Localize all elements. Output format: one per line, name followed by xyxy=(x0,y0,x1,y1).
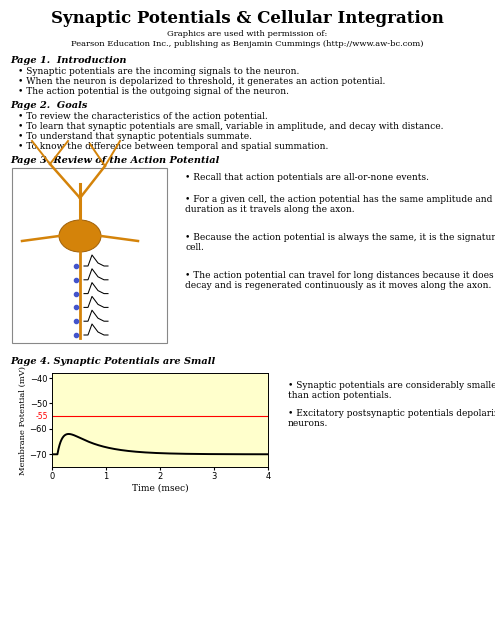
Text: • Excitatory postsynaptic potentials depolarize
neurons.: • Excitatory postsynaptic potentials dep… xyxy=(288,409,495,428)
Text: • To review the characteristics of the action potential.: • To review the characteristics of the a… xyxy=(18,112,268,121)
Text: • The action potential can travel for long distances because it does not
decay a: • The action potential can travel for lo… xyxy=(185,271,495,291)
X-axis label: Time (msec): Time (msec) xyxy=(132,484,188,493)
Bar xyxy=(12,168,167,343)
Text: • Synaptic potentials are the incoming signals to the neuron.: • Synaptic potentials are the incoming s… xyxy=(18,67,299,76)
Text: • To know the difference between temporal and spatial summation.: • To know the difference between tempora… xyxy=(18,142,328,151)
Text: • Recall that action potentials are all-or-none events.: • Recall that action potentials are all-… xyxy=(185,173,429,182)
Text: Page 4. Synaptic Potentials are Small: Page 4. Synaptic Potentials are Small xyxy=(10,357,215,366)
Text: Page 2.  Goals: Page 2. Goals xyxy=(10,101,88,110)
Text: Page 3. Review of the Action Potential: Page 3. Review of the Action Potential xyxy=(10,156,219,165)
Y-axis label: Membrane Potential (mV): Membrane Potential (mV) xyxy=(19,365,27,474)
Text: Pearson Education Inc., publishing as Benjamin Cummings (http://www.aw-bc.com): Pearson Education Inc., publishing as Be… xyxy=(71,40,423,48)
Ellipse shape xyxy=(59,220,101,252)
Text: • To understand that synaptic potentials summate.: • To understand that synaptic potentials… xyxy=(18,132,252,141)
Text: • Because the action potential is always the same, it is the signature of the
ce: • Because the action potential is always… xyxy=(185,233,495,252)
Text: • When the neuron is depolarized to threshold, it generates an action potential.: • When the neuron is depolarized to thre… xyxy=(18,77,386,86)
Text: • To learn that synaptic potentials are small, variable in amplitude, and decay : • To learn that synaptic potentials are … xyxy=(18,122,444,131)
Text: Page 1.  Introduction: Page 1. Introduction xyxy=(10,56,127,65)
Text: • For a given cell, the action potential has the same amplitude and
duration as : • For a given cell, the action potential… xyxy=(185,195,493,214)
Text: Synaptic Potentials & Cellular Integration: Synaptic Potentials & Cellular Integrati… xyxy=(50,10,444,27)
Text: Graphics are used with permission of:: Graphics are used with permission of: xyxy=(167,30,327,38)
Text: • The action potential is the outgoing signal of the neuron.: • The action potential is the outgoing s… xyxy=(18,87,289,96)
Text: • Synaptic potentials are considerably smaller
than action potentials.: • Synaptic potentials are considerably s… xyxy=(288,381,495,401)
Text: -55: -55 xyxy=(35,412,48,420)
